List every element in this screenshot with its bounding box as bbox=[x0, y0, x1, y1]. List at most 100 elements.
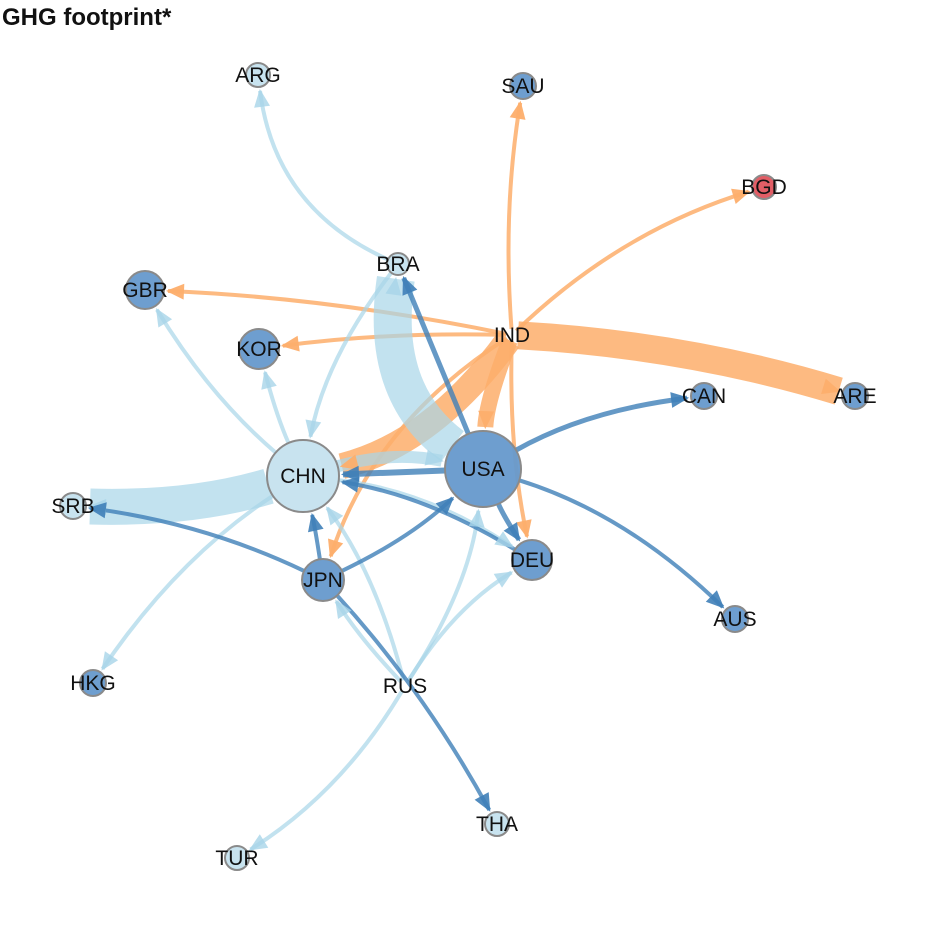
node-circle-are bbox=[841, 382, 869, 410]
node-circle-usa bbox=[444, 430, 522, 508]
node-circle-srb bbox=[59, 492, 87, 520]
arrowhead-bra-chn bbox=[305, 419, 322, 439]
node-label-tur: TUR bbox=[215, 847, 258, 870]
arrowhead-chn-kor bbox=[261, 370, 277, 390]
node-label-arg: ARG bbox=[235, 64, 281, 87]
arrowhead-ind-kor bbox=[280, 335, 300, 352]
node-label-aus: AUS bbox=[713, 608, 756, 631]
arrowhead-rus-deu bbox=[493, 571, 514, 588]
arrowhead-rus-tur bbox=[248, 834, 269, 851]
node-circle-sau bbox=[509, 72, 537, 100]
arrowhead-chn-hkg bbox=[101, 651, 119, 671]
node-label-are: ARE bbox=[833, 385, 876, 408]
node-circle-deu bbox=[511, 539, 553, 581]
arrowhead-chn-deu bbox=[494, 531, 514, 548]
arrowhead-bra-arg bbox=[254, 88, 270, 108]
arrowhead-ind-chn bbox=[339, 454, 360, 470]
edge-chn-hkg bbox=[100, 494, 274, 671]
edge-chn-gbr bbox=[155, 308, 278, 455]
node-label-sau: SAU bbox=[501, 75, 544, 98]
node-deu: DEU bbox=[510, 539, 554, 581]
node-label-usa: USA bbox=[461, 458, 504, 481]
node-circle-gbr bbox=[125, 270, 165, 310]
arrowhead-ind-jpn bbox=[328, 538, 344, 559]
edge-ind-bgd bbox=[514, 189, 750, 333]
node-circle-jpn bbox=[301, 558, 345, 602]
node-circle-hkg bbox=[79, 669, 107, 697]
node-circle-chn bbox=[266, 439, 340, 513]
edge-ind-are bbox=[517, 321, 843, 405]
edge-ind-sau bbox=[506, 102, 523, 330]
arrowhead-ind-deu bbox=[515, 519, 532, 539]
edge-ind-jpn bbox=[328, 336, 508, 557]
node-srb: SRB bbox=[51, 492, 95, 520]
node-tha: THA bbox=[476, 811, 518, 837]
node-label-chn: CHN bbox=[280, 465, 326, 488]
node-jpn: JPN bbox=[301, 558, 345, 602]
node-bgd: BGD bbox=[741, 174, 787, 200]
node-label-hkg: HKG bbox=[70, 672, 116, 695]
node-label-tha: THA bbox=[476, 813, 518, 836]
node-tur: TUR bbox=[215, 845, 259, 871]
arrowhead-ind-gbr bbox=[166, 283, 185, 300]
edge-jpn-tha bbox=[335, 594, 492, 811]
node-label-rus: RUS bbox=[383, 675, 427, 698]
arrowhead-usa-bra bbox=[402, 276, 418, 296]
diagram-title: GHG footprint* bbox=[2, 4, 172, 31]
node-gbr: GBR bbox=[122, 270, 168, 310]
node-ind: IND bbox=[494, 324, 530, 347]
edge-deu-chn bbox=[342, 480, 516, 552]
node-label-srb: SRB bbox=[51, 495, 94, 518]
node-can: CAN bbox=[682, 382, 726, 410]
node-kor: KOR bbox=[236, 328, 282, 370]
arrowhead-jpn-tha bbox=[474, 792, 491, 812]
edge-usa-can bbox=[514, 395, 688, 453]
edge-bra-chn bbox=[308, 271, 393, 438]
edge-jpn-srb bbox=[89, 506, 305, 573]
arrowhead-usa-chn bbox=[341, 465, 360, 482]
arrowhead-usa-aus bbox=[705, 590, 725, 609]
edge-usa-aus bbox=[518, 478, 725, 609]
node-label-bgd: BGD bbox=[741, 176, 787, 199]
arrowhead-chn-usa bbox=[424, 449, 444, 466]
node-circle-tur bbox=[224, 845, 250, 871]
arrowhead-usa-bra bbox=[385, 276, 402, 296]
arrowhead-usa-deu bbox=[503, 522, 521, 542]
arrowhead-chn-gbr bbox=[155, 308, 173, 328]
node-chn: CHN bbox=[266, 439, 340, 513]
arrowhead-jpn-chn bbox=[308, 513, 324, 533]
node-rus: RUS bbox=[383, 675, 427, 698]
arrowhead-rus-chn bbox=[326, 506, 344, 526]
node-circle-tha bbox=[484, 811, 510, 837]
node-circle-bgd bbox=[751, 174, 777, 200]
edge-ind-gbr bbox=[167, 289, 507, 336]
arrowhead-ind-are bbox=[821, 378, 841, 394]
edge-rus-tur bbox=[249, 690, 404, 852]
node-label-kor: KOR bbox=[236, 338, 282, 361]
arrowhead-ind-sau bbox=[509, 100, 526, 120]
node-circle-bra bbox=[386, 252, 410, 276]
edge-ind-deu bbox=[509, 340, 529, 537]
node-hkg: HKG bbox=[70, 669, 116, 697]
edge-rus-usa bbox=[406, 510, 481, 683]
arrowhead-rus-usa bbox=[468, 508, 485, 528]
node-are: ARE bbox=[833, 382, 877, 410]
arrowhead-deu-chn bbox=[340, 476, 360, 493]
nodes-layer: ARG SAU BGD BRA GBR IND KOR CAN ARE CHN USA SRB DEU J… bbox=[51, 62, 877, 871]
arrowhead-jpn-usa bbox=[435, 496, 455, 515]
node-label-ind: IND bbox=[494, 324, 530, 347]
arrowhead-ind-bgd bbox=[731, 188, 751, 204]
node-circle-kor bbox=[238, 328, 280, 370]
node-sau: SAU bbox=[501, 72, 545, 100]
node-aus: AUS bbox=[713, 605, 757, 633]
arrowhead-rus-jpn bbox=[335, 599, 352, 619]
node-label-can: CAN bbox=[682, 385, 726, 408]
edges-layer bbox=[87, 88, 843, 852]
arrowhead-usa-can bbox=[670, 392, 690, 408]
edge-usa-bra bbox=[373, 276, 465, 462]
node-label-jpn: JPN bbox=[303, 569, 343, 592]
edge-bra-arg bbox=[258, 90, 389, 262]
edge-usa-bra bbox=[401, 276, 471, 435]
arrowhead-jpn-srb bbox=[87, 502, 107, 519]
